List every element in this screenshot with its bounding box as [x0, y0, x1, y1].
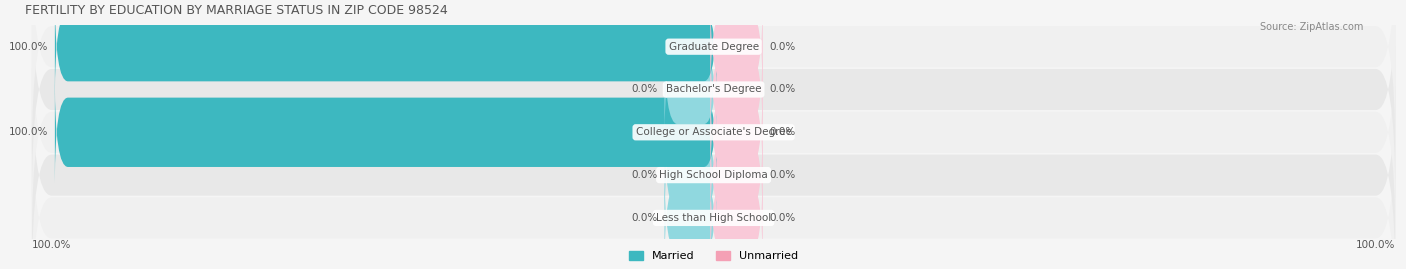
Text: 100.0%: 100.0% [32, 240, 72, 250]
FancyBboxPatch shape [32, 24, 1395, 240]
Text: FERTILITY BY EDUCATION BY MARRIAGE STATUS IN ZIP CODE 98524: FERTILITY BY EDUCATION BY MARRIAGE STATU… [25, 4, 449, 17]
Text: 0.0%: 0.0% [769, 127, 796, 137]
FancyBboxPatch shape [710, 0, 763, 98]
FancyBboxPatch shape [32, 110, 1395, 269]
Text: 0.0%: 0.0% [769, 42, 796, 52]
FancyBboxPatch shape [665, 38, 717, 140]
FancyBboxPatch shape [55, 0, 717, 98]
Text: Less than High School: Less than High School [657, 213, 772, 223]
Text: 100.0%: 100.0% [8, 127, 48, 137]
FancyBboxPatch shape [710, 124, 763, 226]
Text: College or Associate's Degree: College or Associate's Degree [636, 127, 792, 137]
Text: Graduate Degree: Graduate Degree [668, 42, 759, 52]
FancyBboxPatch shape [32, 0, 1395, 197]
FancyBboxPatch shape [32, 67, 1395, 269]
Text: Bachelor's Degree: Bachelor's Degree [666, 84, 762, 94]
Text: 100.0%: 100.0% [8, 42, 48, 52]
Text: 100.0%: 100.0% [1355, 240, 1395, 250]
FancyBboxPatch shape [665, 167, 717, 269]
Text: 0.0%: 0.0% [631, 170, 658, 180]
FancyBboxPatch shape [55, 81, 717, 183]
FancyBboxPatch shape [710, 167, 763, 269]
Text: 0.0%: 0.0% [769, 84, 796, 94]
Text: 0.0%: 0.0% [769, 213, 796, 223]
FancyBboxPatch shape [32, 0, 1395, 155]
Text: 0.0%: 0.0% [631, 213, 658, 223]
Text: 0.0%: 0.0% [769, 170, 796, 180]
FancyBboxPatch shape [710, 38, 763, 140]
FancyBboxPatch shape [665, 124, 717, 226]
Text: High School Diploma: High School Diploma [659, 170, 768, 180]
Text: 0.0%: 0.0% [631, 84, 658, 94]
Text: Source: ZipAtlas.com: Source: ZipAtlas.com [1260, 22, 1364, 31]
FancyBboxPatch shape [710, 81, 763, 183]
Legend: Married, Unmarried: Married, Unmarried [624, 247, 803, 266]
